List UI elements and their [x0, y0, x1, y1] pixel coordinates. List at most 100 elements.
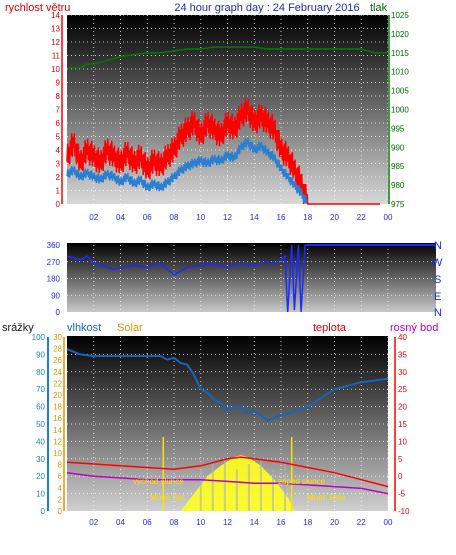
direction-label-s: S	[434, 274, 441, 286]
temperature-tick-label: 35	[398, 350, 407, 359]
direction-label-n-bottom: N	[434, 307, 442, 319]
series-dew-point	[66, 471, 389, 495]
temperature-tick-label: 20	[398, 403, 407, 412]
direction-label-n-top: N	[434, 240, 442, 252]
wind-tick-label: 14	[51, 11, 60, 20]
humidity-tick-label: 18	[53, 403, 62, 412]
humidity-tick-label: 14	[53, 426, 62, 435]
pressure-tick-label: 1010	[391, 68, 409, 77]
wind-tick-label: 3	[56, 160, 61, 169]
series-wind-average	[66, 138, 308, 205]
hour-tick-label: 02	[89, 518, 98, 527]
humidity-tick-label: 12	[53, 437, 62, 446]
rain-axis-title: srážky	[2, 322, 34, 334]
dew-point-axis-title: rosný bod	[390, 322, 438, 334]
hour-tick-label: 20	[330, 518, 339, 527]
wind-tick-label: 2	[56, 173, 61, 182]
temperature-tick-label: 15	[398, 420, 407, 429]
rain-tick-label: 0	[41, 507, 46, 516]
direction-label-e: E	[434, 291, 441, 303]
hour-tick-label: 16	[277, 518, 286, 527]
temperature-tick-label: 10	[398, 437, 407, 446]
rain-tick-label: 40	[36, 437, 45, 446]
sunset-label: západ slunce	[278, 477, 326, 486]
pressure-tick-label: 1005	[391, 87, 409, 96]
hour-tick-label: 18	[303, 213, 312, 222]
direction-tick-label: 180	[47, 275, 61, 284]
wind-tick-label: 9	[56, 79, 61, 88]
humidity-tick-label: 26	[53, 356, 62, 365]
hour-tick-label: 12	[223, 213, 232, 222]
series-wind-direction	[66, 244, 388, 313]
hour-tick-label: 10	[196, 518, 205, 527]
pressure-tick-label: 1015	[391, 49, 409, 58]
humidity-tick-label: 4	[58, 484, 63, 493]
series-pressure	[67, 46, 388, 69]
temperature-tick-label: -5	[398, 490, 406, 499]
pressure-tick-label: 1000	[391, 106, 409, 115]
temperature-axis-title: teplota	[313, 322, 347, 334]
humidity-tick-label: 10	[53, 449, 62, 458]
humidity-tick-label: 28	[53, 345, 62, 354]
sunrise-label: východ slunce	[133, 477, 184, 486]
direction-tick-label: 360	[47, 241, 61, 250]
pressure-tick-label: 1020	[391, 30, 409, 39]
rain-tick-label: 50	[36, 420, 45, 429]
temperature-tick-label: 40	[398, 333, 407, 342]
direction-tick-label: 0	[56, 308, 61, 317]
hour-tick-label: 08	[170, 213, 179, 222]
pressure-axis-title: tlak	[370, 2, 388, 14]
hour-tick-label: 12	[223, 518, 232, 527]
direction-label-w: W	[432, 257, 443, 269]
rain-tick-label: 30	[36, 455, 45, 464]
humidity-tick-label: 24	[53, 368, 62, 377]
hour-tick-label: 08	[170, 518, 179, 527]
direction-tick-label: 270	[47, 258, 61, 267]
hour-tick-label: 22	[357, 213, 366, 222]
rain-tick-label: 10	[36, 490, 45, 499]
wind-tick-label: 7	[56, 106, 61, 115]
rain-tick-label: 60	[36, 403, 45, 412]
wind-tick-label: 6	[56, 119, 61, 128]
hour-tick-label: 22	[357, 518, 366, 527]
humidity-tick-label: 6	[58, 472, 63, 481]
series-solar-fill	[67, 455, 388, 511]
humidity-tick-label: 8	[58, 461, 63, 470]
solar-axis-title: Solar	[117, 322, 143, 334]
humidity-tick-label: 2	[58, 495, 63, 504]
wind-tick-label: 11	[52, 52, 61, 61]
pressure-tick-label: 990	[391, 143, 405, 152]
temperature-tick-label: 5	[398, 455, 403, 464]
temperature-tick-label: 30	[398, 368, 407, 377]
hour-tick-label: 14	[250, 518, 259, 527]
hour-tick-label: 00	[384, 213, 393, 222]
hour-tick-label: 10	[196, 213, 205, 222]
hour-tick-label: 02	[89, 213, 98, 222]
moonset-label: Moon Set	[150, 493, 185, 502]
direction-tick-label: 90	[51, 291, 60, 300]
hour-tick-label: 20	[330, 213, 339, 222]
humidity-tick-label: 0	[58, 507, 63, 516]
rain-tick-label: 90	[36, 350, 45, 359]
hour-tick-label: 16	[277, 213, 286, 222]
temperature-tick-label: 0	[398, 472, 403, 481]
hour-tick-label: 00	[384, 518, 393, 527]
chart-title: 24 hour graph day : 24 February 2016	[174, 2, 359, 14]
pressure-tick-label: 985	[391, 162, 405, 171]
humidity-tick-label: 30	[53, 333, 62, 342]
wind-tick-label: 13	[51, 25, 60, 34]
series-temperature	[66, 456, 389, 488]
hour-tick-label: 18	[303, 518, 312, 527]
rain-tick-label: 20	[36, 472, 45, 481]
rain-tick-label: 100	[32, 333, 46, 342]
series-humidity	[66, 348, 389, 422]
series-wind-speed	[66, 97, 380, 205]
pressure-tick-label: 975	[391, 200, 405, 209]
humidity-tick-label: 20	[53, 391, 62, 400]
pressure-tick-label: 1025	[391, 11, 409, 20]
pressure-tick-label: 980	[391, 181, 405, 190]
moonrise-label: Moon Rise	[307, 493, 346, 502]
hour-tick-label: 06	[143, 518, 152, 527]
wind-tick-label: 1	[56, 187, 61, 196]
